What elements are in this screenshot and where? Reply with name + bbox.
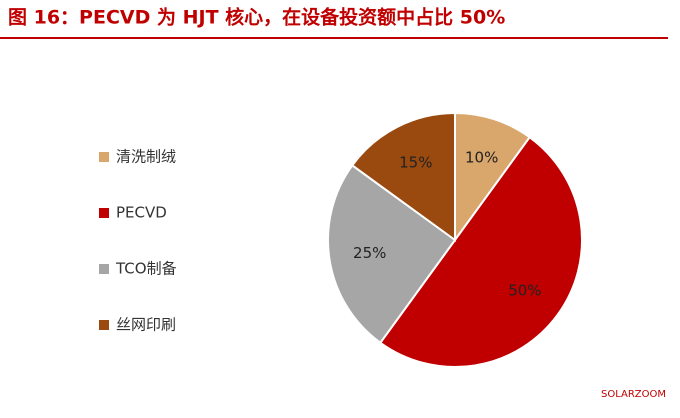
pie-slice	[378, 135, 583, 368]
data-label: 15%	[399, 154, 432, 172]
pie-slice	[327, 163, 457, 345]
pie-slice	[350, 111, 456, 242]
watermark: SOLARZOOM	[601, 389, 666, 400]
data-label: 25%	[353, 244, 386, 262]
legend-label: 清洗制绒	[116, 148, 176, 166]
legend-swatch	[99, 320, 109, 330]
legend-swatch	[99, 152, 109, 162]
legend-swatch	[99, 208, 109, 218]
legend-label: 丝网印刷	[116, 316, 176, 334]
legend-label: TCO制备	[115, 260, 177, 278]
legend-swatch	[99, 264, 109, 274]
pie-slice	[454, 111, 532, 244]
chart-title: 图 16：PECVD 为 HJT 核心，在设备投资额中占比 50%	[8, 6, 505, 29]
data-label: 10%	[465, 148, 498, 166]
legend-label: PECVD	[116, 204, 167, 222]
data-label: 50%	[508, 281, 541, 299]
